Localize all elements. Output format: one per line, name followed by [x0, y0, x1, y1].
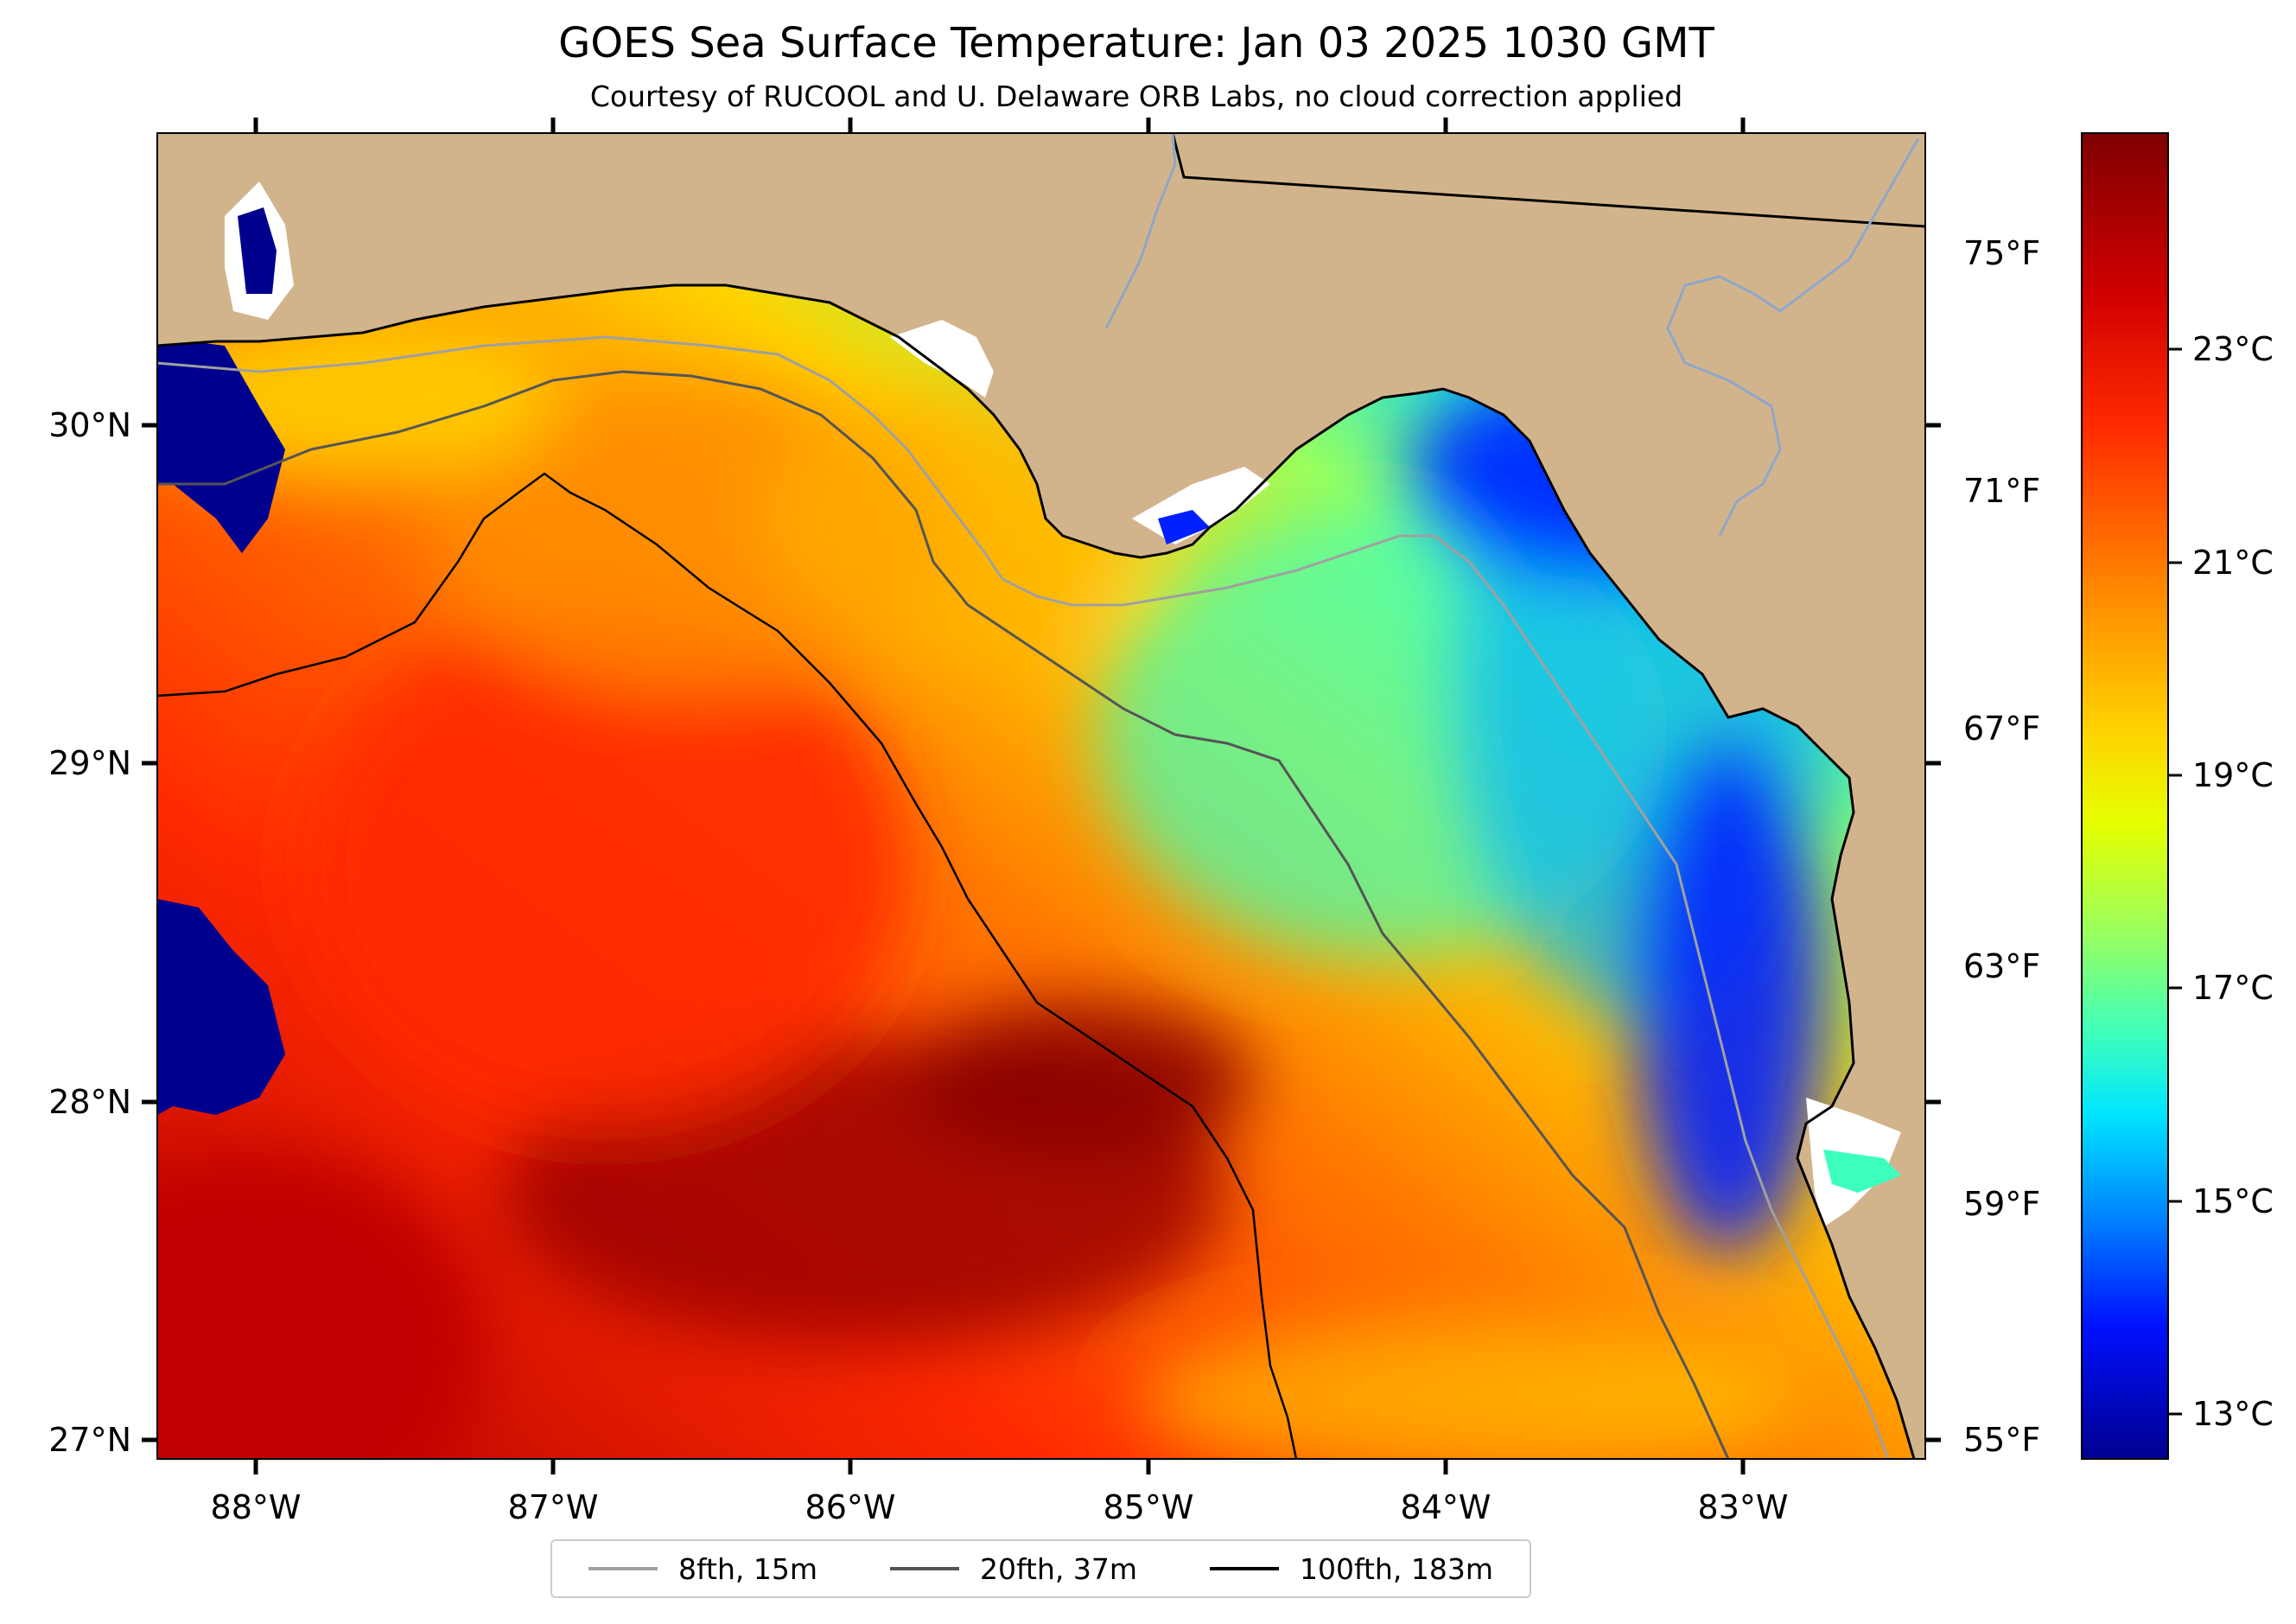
- lon-label: 85°W: [1103, 1488, 1194, 1526]
- celsius-label: 17°C: [2192, 969, 2274, 1007]
- legend-label: 20fth, 37m: [979, 1551, 1137, 1586]
- lon-label: 88°W: [211, 1488, 302, 1526]
- celsius-label: 21°C: [2192, 544, 2274, 582]
- lon-label: 87°W: [508, 1488, 599, 1526]
- legend-line-icon: [889, 1567, 959, 1570]
- contour-100fth: [157, 472, 1298, 1459]
- celsius-label: 19°C: [2192, 756, 2274, 794]
- lon-label: 83°W: [1698, 1488, 1789, 1526]
- lat-ticks: [142, 423, 1941, 1442]
- legend-line-icon: [1209, 1567, 1279, 1570]
- lon-label: 84°W: [1401, 1488, 1491, 1526]
- fahrenheit-label: 59°F: [1963, 1185, 2040, 1223]
- celsius-label: 15°C: [2192, 1182, 2274, 1220]
- lat-label: 27°N: [48, 1421, 131, 1459]
- legend-label: 100fth, 183m: [1299, 1551, 1493, 1586]
- legend-line-icon: [588, 1567, 658, 1570]
- fahrenheit-label: 75°F: [1963, 234, 2040, 272]
- land: [157, 133, 1925, 1459]
- legend-item-8fth: 8fth, 15m: [588, 1552, 817, 1586]
- fahrenheit-label: 63°F: [1963, 947, 2040, 985]
- colorbar: 23°C 21°C 19°C 17°C 15°C 13°C: [2081, 132, 2274, 1460]
- map-title: GOES Sea Surface Temperature: Jan 03 202…: [558, 19, 1714, 67]
- legend-item-100fth: 100fth, 183m: [1209, 1551, 1493, 1586]
- contour-legend: 8fth, 15m 20fth, 37m 100fth, 183m: [550, 1539, 1531, 1598]
- state-border: [1171, 132, 1926, 228]
- contour-20fth: [157, 370, 1730, 1459]
- fahrenheit-label: 71°F: [1963, 472, 2040, 510]
- coastline: [157, 283, 1916, 1459]
- lat-label: 28°N: [48, 1083, 131, 1121]
- lat-label: 29°N: [48, 744, 131, 782]
- legend-item-20fth: 20fth, 37m: [889, 1551, 1137, 1586]
- river: [1666, 137, 1920, 537]
- contour-8fth: [157, 335, 1890, 1459]
- map-subtitle: Courtesy of RUCOOL and U. Delaware ORB L…: [589, 80, 1683, 113]
- map-frame: [156, 132, 1926, 1460]
- legend-label: 8fth, 15m: [677, 1551, 817, 1586]
- celsius-label: 23°C: [2192, 330, 2274, 368]
- lon-label: 86°W: [805, 1488, 896, 1526]
- river: [1104, 132, 1177, 329]
- celsius-label: 13°C: [2192, 1395, 2274, 1433]
- fahrenheit-label: 55°F: [1963, 1421, 2040, 1459]
- lon-ticks: [253, 118, 1746, 1474]
- fahrenheit-label: 67°F: [1963, 710, 2040, 748]
- lat-label: 30°N: [48, 406, 131, 444]
